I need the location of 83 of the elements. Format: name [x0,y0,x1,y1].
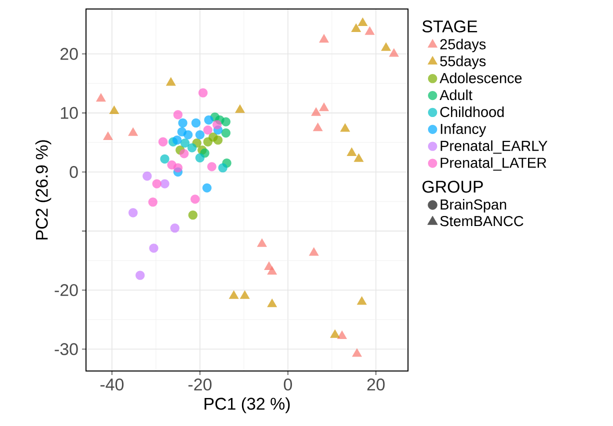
x-tick-label: 0 [284,378,292,391]
legend-label: 25days [440,38,486,52]
point [207,162,216,172]
point [234,104,245,113]
legend-label: BrainSpan [440,199,506,212]
point [267,266,278,275]
point [308,247,319,256]
legend-label: Infancy [440,123,486,137]
point [228,290,239,299]
point [318,34,329,43]
point [136,270,145,280]
y-axis-title: PC2 (26.9 %) [35,140,52,240]
point [190,194,200,204]
y-tick-label: 10 [60,106,78,119]
point [218,163,228,172]
point [191,118,201,128]
point [356,296,367,305]
legend-label: Childhood [440,106,504,118]
point [173,163,183,172]
point [351,23,362,32]
x-axis-title: PC1 (32 %) [204,397,290,414]
legend-label: 55days [440,56,486,70]
legend-label: Prenatal_EARLY [440,140,548,154]
point [354,153,364,162]
point [346,147,357,156]
point [318,102,329,112]
point [188,210,198,220]
point [149,244,158,253]
point [158,137,168,146]
point [340,123,350,132]
text: GROUP [422,180,483,193]
y-tick-label: 0 [70,166,78,178]
point [96,92,106,102]
point [187,143,197,152]
x-tick-label: -40 [100,378,124,391]
point [166,77,176,86]
point [221,128,230,138]
point [198,88,208,98]
point [170,224,180,233]
point [180,138,190,148]
point [364,26,375,35]
point [352,348,362,357]
point [102,131,113,140]
x-tick-label: -20 [188,378,212,391]
point [337,330,348,340]
point [160,154,170,164]
point [204,115,214,125]
point [128,208,138,218]
point [142,172,152,181]
point [128,127,138,136]
point [330,329,340,338]
point [152,179,162,188]
point [240,290,250,299]
point [178,118,188,128]
point [160,179,170,188]
point [195,153,205,162]
point [148,198,158,207]
point [173,110,183,120]
point [213,136,223,145]
legend-label: Adolescence [440,72,522,84]
y-tick-label: -30 [54,343,78,356]
point [312,122,323,132]
point [311,107,322,116]
point [202,183,212,193]
point [180,149,189,158]
point [256,238,267,247]
point [183,130,193,140]
point [381,42,392,51]
point [109,105,120,114]
legend-label: Adult [440,90,472,100]
legend-label: Prenatal_LATER [440,157,546,171]
point [388,48,399,57]
point [267,298,278,308]
point [358,17,368,26]
y-tick-label: 20 [60,48,78,60]
legend-label: StemBANCC [440,216,524,226]
point [195,130,205,140]
point [172,136,182,145]
point [203,125,212,135]
point [212,120,222,130]
text: STAGE [422,20,478,32]
x-tick-label: 20 [367,378,385,391]
y-tick-label: -20 [54,284,78,296]
